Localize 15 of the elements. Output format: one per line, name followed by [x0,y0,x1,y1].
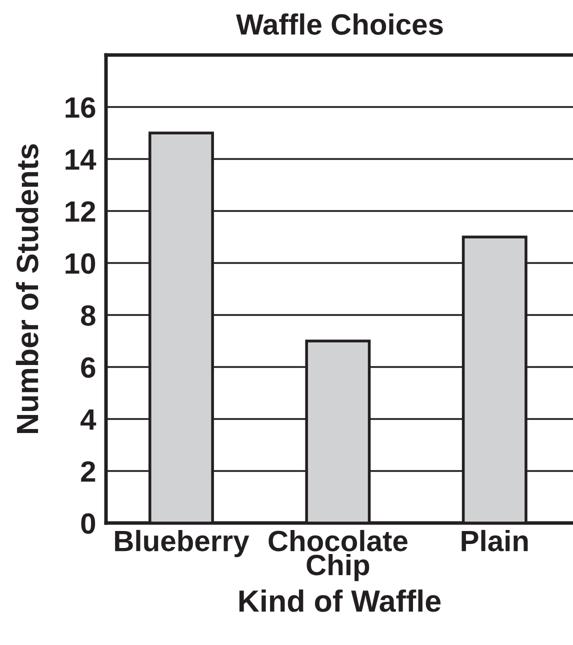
x-tick-label: Blueberry [115,530,250,558]
y-tick-label: 8 [80,305,96,326]
y-tick-label: 4 [80,410,96,430]
y-axis-title: Number of Students [16,144,38,433]
y-tick-label: 16 [66,97,96,118]
y-tick-label: 10 [66,253,96,274]
y-tick-label: 14 [66,150,96,170]
x-tick-label: Chocolate Chip [268,530,408,582]
y-tick-label: 6 [81,357,96,378]
y-tick-label: 2 [81,461,96,482]
chart-title: Waffle Choices [236,13,443,35]
y-tick-label: 0 [81,513,96,534]
y-tick-label: 12 [66,201,96,222]
x-tick-label: Plain [462,530,528,552]
x-axis-title: Kind of Waffle [239,589,441,612]
